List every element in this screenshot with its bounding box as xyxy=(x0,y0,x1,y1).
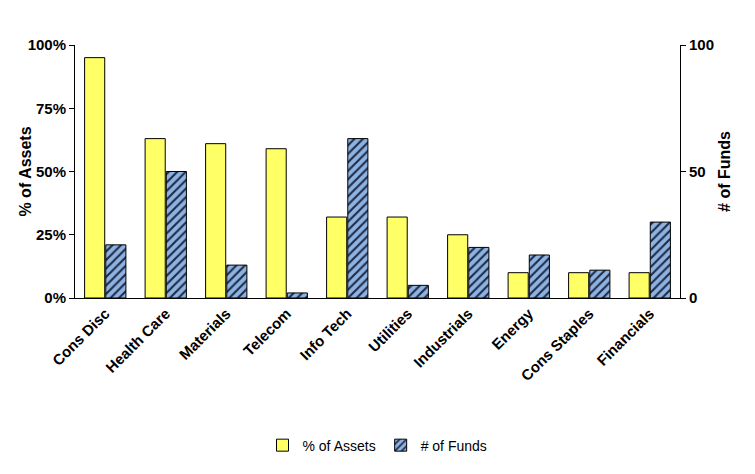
svg-text:% of Assets: % of Assets xyxy=(303,438,376,454)
svg-text:100%: 100% xyxy=(28,36,66,53)
svg-text:Telecom: Telecom xyxy=(240,305,294,359)
svg-text:Energy: Energy xyxy=(488,304,536,352)
svg-text:% of Assets: % of Assets xyxy=(17,126,34,216)
svg-text:75%: 75% xyxy=(36,100,66,117)
svg-text:Financials: Financials xyxy=(593,305,657,369)
svg-text:Industrials: Industrials xyxy=(410,305,476,371)
svg-text:0%: 0% xyxy=(44,289,66,306)
svg-text:Cons Staples: Cons Staples xyxy=(517,305,596,384)
svg-text:Materials: Materials xyxy=(176,305,234,363)
svg-text:50%: 50% xyxy=(36,163,66,180)
svg-text:Info Tech: Info Tech xyxy=(296,305,354,363)
svg-text:Health Care: Health Care xyxy=(102,305,173,376)
svg-text:100: 100 xyxy=(689,36,714,53)
svg-text:# of Funds: # of Funds xyxy=(421,438,487,454)
svg-text:Utilities: Utilities xyxy=(365,305,415,355)
svg-text:# of Funds: # of Funds xyxy=(716,131,733,212)
svg-text:50: 50 xyxy=(689,163,706,180)
svg-text:Cons Disc: Cons Disc xyxy=(49,305,113,369)
svg-text:0: 0 xyxy=(689,289,697,306)
svg-text:25%: 25% xyxy=(36,226,66,243)
